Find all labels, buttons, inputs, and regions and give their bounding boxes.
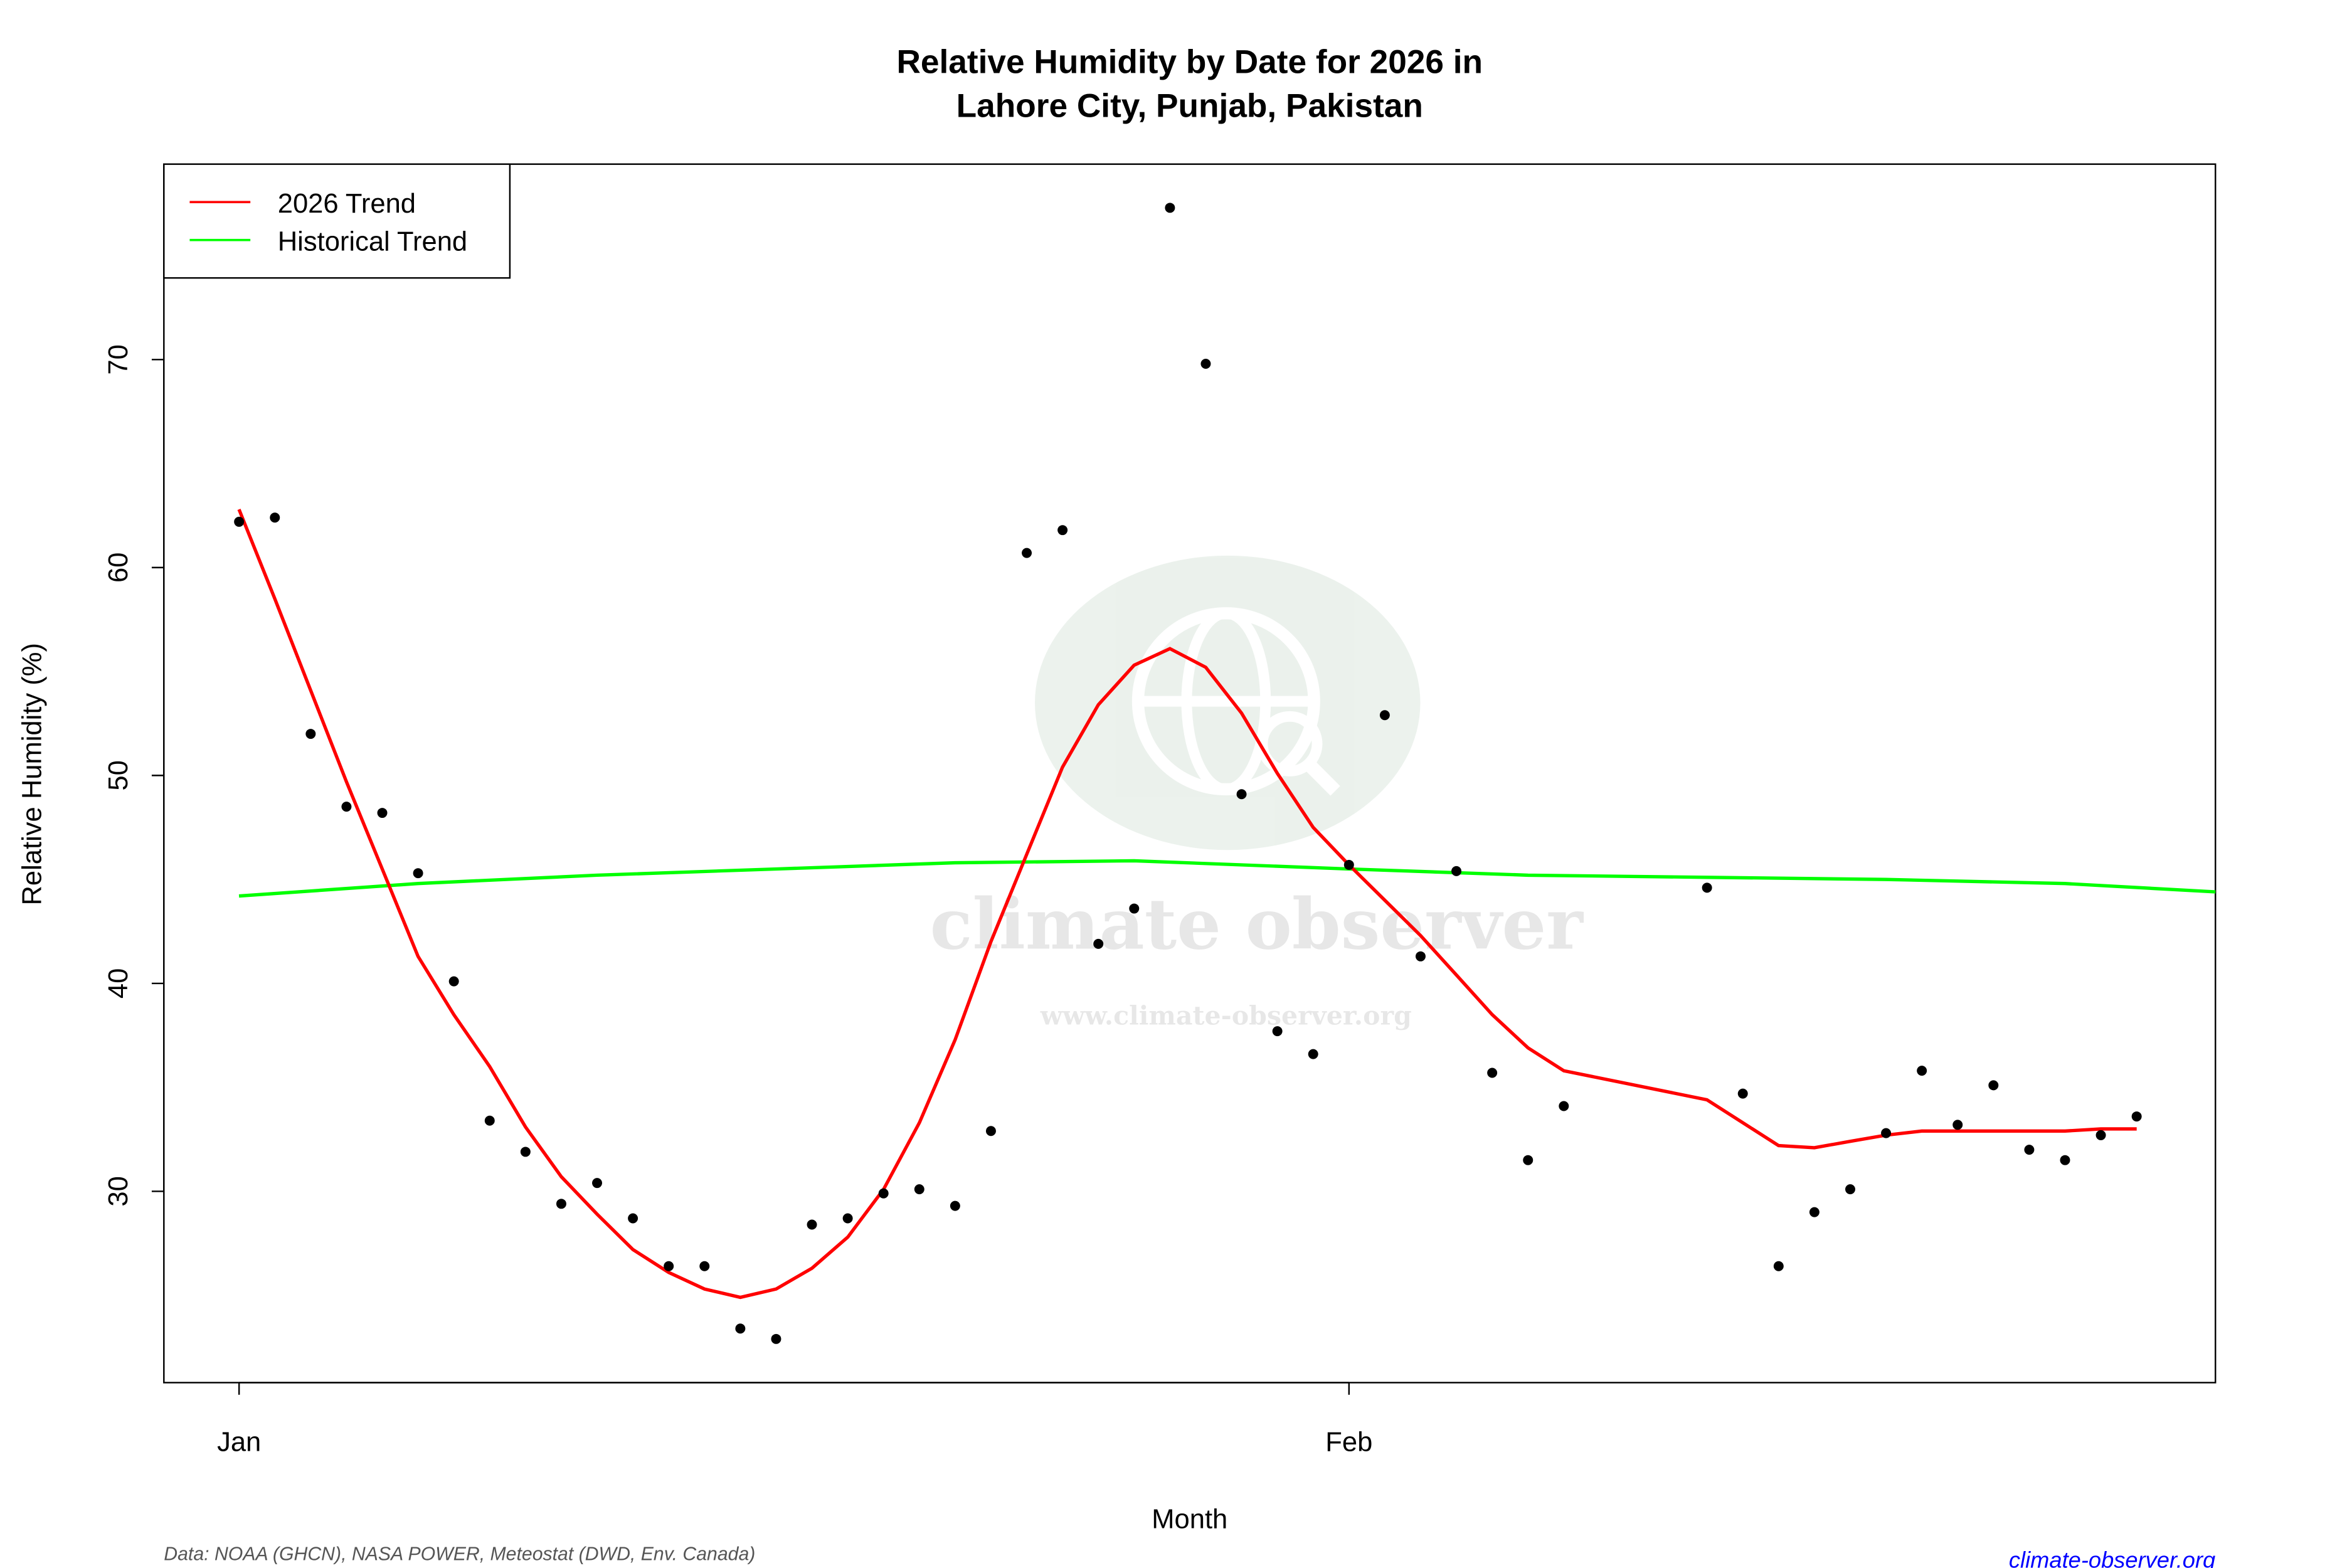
data-point (556, 1199, 566, 1209)
data-point (1952, 1120, 1963, 1130)
y-tick-label: 60 (103, 553, 134, 583)
data-point (1236, 789, 1247, 800)
data-point (1343, 859, 1354, 870)
legend-label-2026-trend: 2026 Trend (278, 189, 416, 219)
x-axis-label: Month (1152, 1505, 1227, 1535)
data-point (1200, 358, 1211, 369)
data-point (1022, 548, 1032, 558)
data-point (1773, 1261, 1784, 1271)
data-point (842, 1213, 853, 1224)
data-point (1809, 1207, 1820, 1217)
y-tick-label: 40 (103, 968, 134, 999)
chart-subtitle: Lahore City, Punjab, Pakistan (956, 88, 1423, 125)
data-point (1415, 951, 1426, 961)
data-point (1702, 882, 1712, 893)
footer-source: Data: NOAA (GHCN), NASA POWER, Meteostat… (164, 1544, 755, 1565)
observation-points (234, 203, 2142, 1344)
data-point (270, 512, 280, 523)
legend: 2026 Trend Historical Trend (163, 163, 511, 279)
watermark-url: www.climate-observer.org (1040, 1000, 1412, 1030)
data-point (1451, 866, 1462, 876)
data-point (1487, 1067, 1498, 1078)
y-axis: 30 40 50 60 70 (103, 344, 165, 1207)
data-point (628, 1213, 638, 1224)
legend-box (163, 163, 511, 279)
y-axis-label: Relative Humidity (%) (17, 643, 47, 905)
data-point (1523, 1155, 1534, 1165)
data-point (771, 1333, 781, 1344)
data-point (1917, 1066, 1927, 1076)
data-point (592, 1178, 603, 1189)
data-point (377, 808, 388, 818)
data-point (2095, 1130, 2106, 1140)
data-point (1093, 938, 1104, 949)
data-point (664, 1261, 674, 1271)
data-point (484, 1115, 495, 1126)
data-point (985, 1126, 996, 1136)
data-point (1988, 1080, 1999, 1091)
data-point (1737, 1088, 1748, 1099)
footer-site-link[interactable]: climate-observer.org (2009, 1547, 2215, 1568)
data-point (1845, 1184, 1855, 1195)
series-line-2026-trend (237, 509, 2137, 1300)
data-point (520, 1147, 531, 1157)
data-point (1308, 1049, 1318, 1059)
data-point (1559, 1101, 1569, 1111)
series-line-historical-trend (238, 859, 2216, 898)
trend-lines (237, 509, 2216, 1300)
data-point (1379, 710, 1390, 721)
data-point (341, 802, 352, 812)
y-tick-label: 50 (103, 760, 134, 790)
chart-title: Relative Humidity by Date for 2026 in (896, 44, 1483, 81)
data-point (305, 729, 316, 739)
data-point (699, 1261, 710, 1271)
data-point (413, 868, 423, 879)
data-point (2060, 1155, 2070, 1165)
watermark-name: climate observer (930, 884, 1584, 966)
data-point (878, 1188, 889, 1199)
data-point (914, 1184, 924, 1195)
y-tick-label: 30 (103, 1176, 134, 1206)
data-point (2024, 1145, 2035, 1155)
data-point (2131, 1111, 2142, 1122)
x-tick-label: Jan (217, 1427, 261, 1457)
data-point (1881, 1128, 1892, 1138)
data-point (1272, 1026, 1283, 1037)
watermark: climate observer www.climate-observer.or… (930, 555, 1584, 1030)
data-point (1057, 525, 1068, 536)
data-point (234, 516, 245, 527)
data-point (1129, 903, 1140, 914)
data-point (1165, 203, 1175, 213)
y-tick-label: 70 (103, 344, 134, 374)
x-axis: Jan Feb (217, 1382, 1372, 1457)
data-point (807, 1219, 817, 1230)
x-tick-label: Feb (1325, 1427, 1372, 1457)
data-point (448, 976, 459, 987)
legend-label-historical-trend: Historical Trend (278, 227, 467, 257)
data-point (950, 1200, 960, 1211)
data-point (735, 1323, 746, 1334)
